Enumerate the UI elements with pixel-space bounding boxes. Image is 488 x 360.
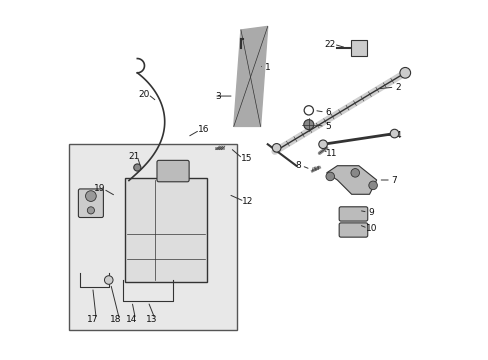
Circle shape: [399, 67, 410, 78]
Polygon shape: [326, 166, 376, 194]
FancyBboxPatch shape: [339, 207, 367, 221]
Text: 2: 2: [394, 83, 400, 92]
Text: 6: 6: [325, 108, 331, 117]
Circle shape: [350, 168, 359, 177]
Circle shape: [87, 207, 94, 214]
FancyBboxPatch shape: [339, 223, 367, 237]
FancyBboxPatch shape: [350, 40, 366, 56]
FancyBboxPatch shape: [69, 144, 237, 330]
Circle shape: [134, 164, 141, 171]
Circle shape: [304, 106, 313, 115]
Text: 17: 17: [87, 315, 98, 324]
Text: 10: 10: [365, 224, 376, 233]
Text: 1: 1: [264, 63, 270, 72]
Text: 18: 18: [110, 315, 122, 324]
FancyBboxPatch shape: [124, 178, 206, 282]
Text: 14: 14: [126, 315, 138, 324]
Text: 4: 4: [394, 131, 400, 140]
Text: 11: 11: [325, 149, 337, 158]
Text: 3: 3: [214, 91, 220, 100]
Text: 15: 15: [240, 154, 251, 163]
FancyBboxPatch shape: [78, 189, 103, 217]
Text: 13: 13: [145, 315, 157, 324]
Circle shape: [104, 276, 113, 284]
Text: 16: 16: [197, 126, 209, 135]
Text: 9: 9: [367, 208, 373, 217]
Circle shape: [368, 181, 377, 190]
Circle shape: [85, 191, 96, 202]
Circle shape: [389, 129, 398, 138]
Polygon shape: [233, 26, 267, 126]
Text: 8: 8: [295, 161, 300, 170]
Text: 19: 19: [94, 184, 105, 193]
Circle shape: [325, 172, 334, 181]
Text: 20: 20: [139, 90, 150, 99]
Text: 22: 22: [324, 40, 335, 49]
Text: 12: 12: [242, 197, 253, 206]
FancyBboxPatch shape: [157, 160, 189, 182]
Circle shape: [318, 140, 326, 149]
Text: 5: 5: [325, 122, 331, 131]
Circle shape: [272, 144, 281, 152]
Text: 21: 21: [128, 152, 139, 161]
Text: 7: 7: [391, 176, 397, 185]
Circle shape: [303, 120, 313, 130]
